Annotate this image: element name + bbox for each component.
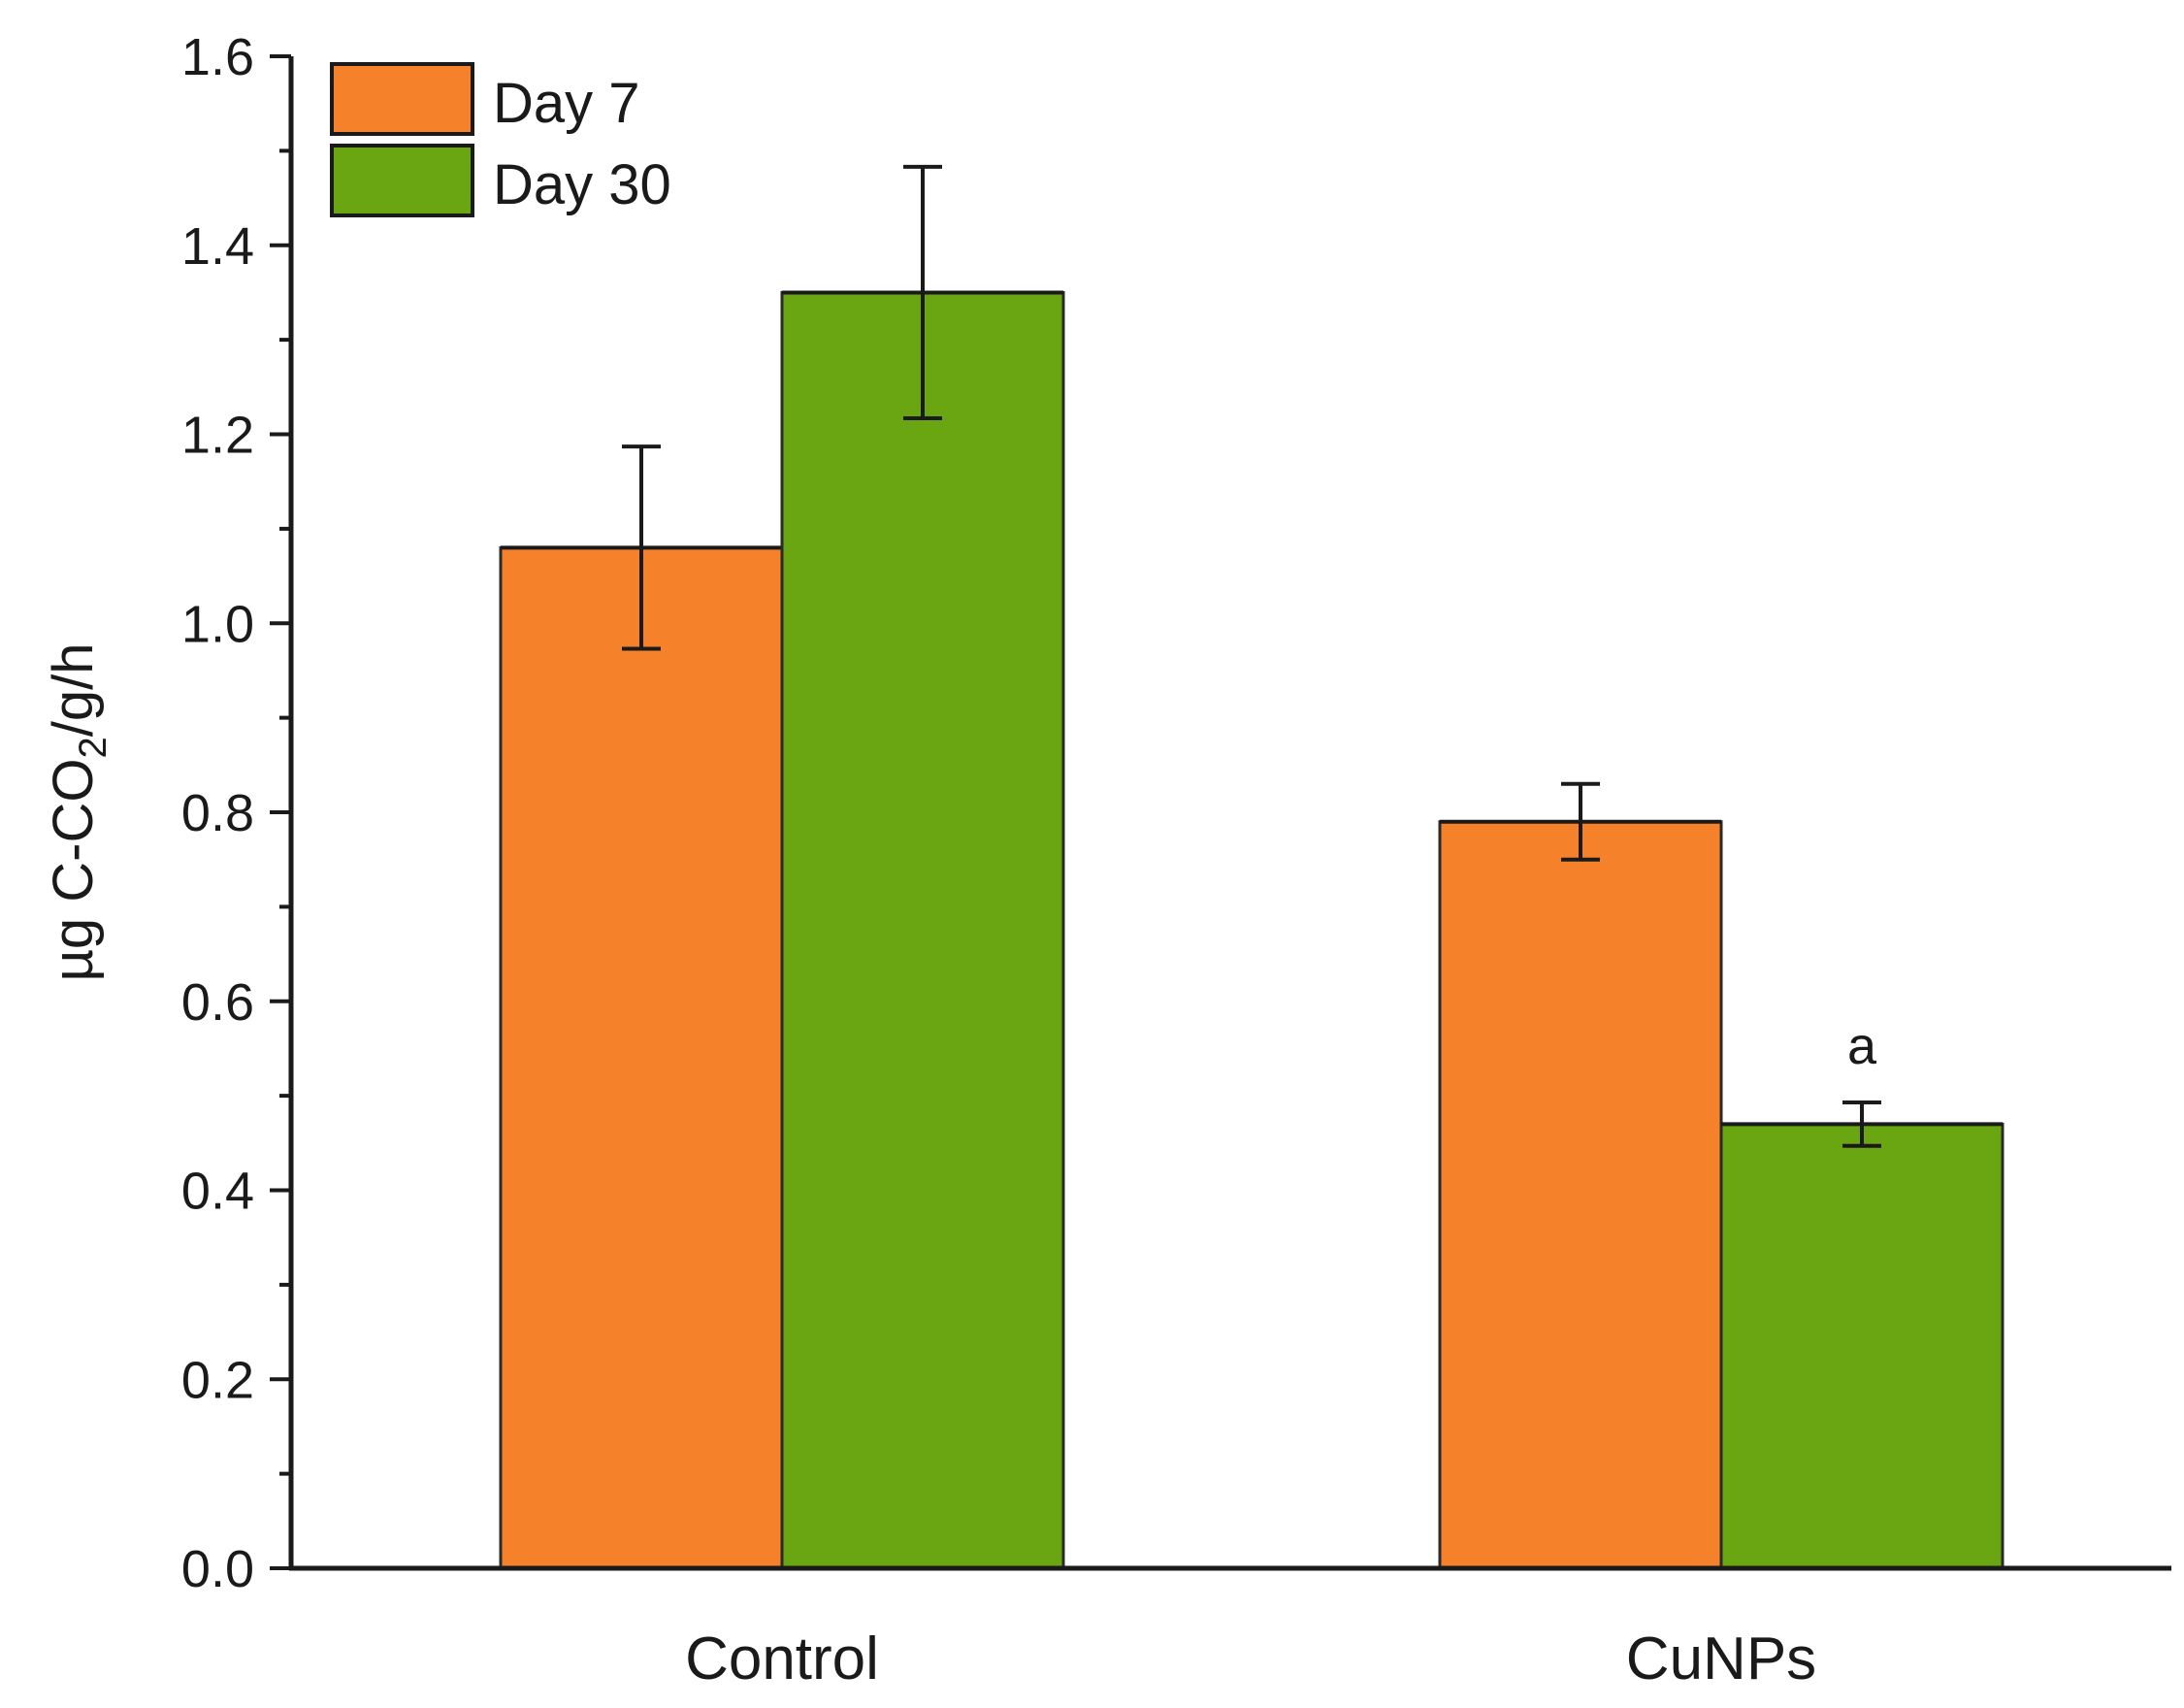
x-category-label: Control xyxy=(685,1626,879,1692)
y-tick-label: 0.4 xyxy=(181,1163,254,1221)
significance-annotation: a xyxy=(1847,1017,1877,1075)
x-category-labels: Control CuNPs xyxy=(685,1626,1816,1692)
x-category-label: CuNPs xyxy=(1626,1626,1816,1692)
legend-label-day-30: Day 30 xyxy=(493,153,671,216)
y-tick-label: 1.2 xyxy=(181,407,254,465)
y-axis-title: µg C-CO2/g/h xyxy=(42,643,114,982)
y-axis-title-subscript: 2 xyxy=(72,737,114,758)
y-tick-label: 1.0 xyxy=(181,595,254,653)
bars-layer xyxy=(499,290,2005,1570)
bar-cunps-day-7 xyxy=(1438,820,1723,1570)
y-tick-label: 1.4 xyxy=(181,217,254,276)
y-axis-title-prefix: µg C-CO xyxy=(42,759,105,982)
y-tick-label: 0.8 xyxy=(181,784,254,842)
bar-control-day-7 xyxy=(499,545,784,1570)
y-axis-title-suffix: /g/h xyxy=(42,643,105,738)
y-tick-label: 0.6 xyxy=(181,973,254,1032)
error-bars-layer xyxy=(622,164,1881,1148)
bar-cunps-day-30 xyxy=(1719,1122,2005,1570)
legend-label-day-7: Day 7 xyxy=(493,72,640,135)
bar-control-day-30 xyxy=(780,290,1065,1570)
legend: Day 7 Day 30 xyxy=(330,62,671,217)
legend-swatch-day-7 xyxy=(330,62,474,136)
y-tick-label: 0.0 xyxy=(181,1540,254,1598)
y-tick-label: 0.2 xyxy=(181,1351,254,1409)
legend-swatch-day-30 xyxy=(330,144,474,217)
y-tick-label: 1.6 xyxy=(181,28,254,86)
y-ticks-layer: 0.0 0.2 0.4 0.6 0.8 1.0 1.2 1.4 1.6 xyxy=(181,28,291,1598)
